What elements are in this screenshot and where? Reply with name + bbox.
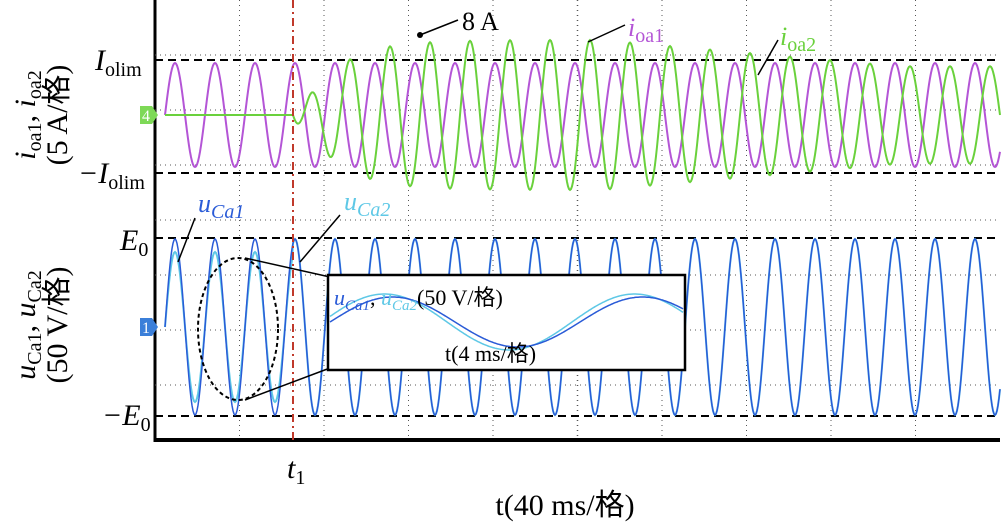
legend-label: uCa1: [198, 189, 244, 223]
level-main: E: [119, 224, 138, 257]
y-label-part: u: [9, 365, 42, 380]
inset-part: Ca1: [345, 298, 370, 314]
legend-sub: Ca1: [211, 201, 244, 223]
level-sub: olim: [105, 59, 142, 81]
legend-sub: oa1: [635, 25, 664, 47]
level-sub: 0: [138, 239, 148, 261]
event-sub: 1: [295, 467, 305, 489]
zoom-ellipse: [197, 257, 279, 401]
zoom-line: [244, 367, 331, 401]
legend-main: i: [628, 13, 635, 42]
level-main: −E: [102, 399, 141, 432]
legend-sub: Ca2: [357, 199, 390, 221]
legend-label: uCa2: [344, 187, 390, 221]
channel-marker: [140, 318, 158, 336]
level-label: −Iolim: [78, 157, 145, 194]
legend-label: ioa2: [780, 22, 816, 56]
level-label: E0: [119, 224, 148, 261]
y-axis-label: uCa1, uCa2 (50 V/格): [9, 267, 74, 384]
inset-part: Ca2: [392, 298, 418, 314]
y-label-part: Ca2: [24, 270, 46, 302]
inset: [326, 273, 687, 372]
level-sub: olim: [108, 172, 145, 194]
y-label-part: ,: [9, 318, 42, 333]
peak-note: 8 A: [462, 7, 499, 36]
x-axis-label: t(40 ms/格): [495, 489, 634, 522]
y-label-part: Ca1: [24, 333, 46, 365]
inset-part: ,: [370, 285, 381, 310]
level-main: I: [94, 44, 107, 77]
level-main: −I: [78, 157, 110, 190]
level-label: Iolim: [94, 44, 142, 81]
y-label-part: ,: [9, 108, 42, 123]
channel-number: 1: [142, 320, 150, 337]
event-label: t1: [287, 452, 305, 489]
channel-marker: [140, 106, 158, 124]
y-label-part: oa2: [24, 70, 46, 99]
leader-line: [757, 39, 779, 76]
y-label-line: uCa1, uCa2: [9, 270, 46, 379]
leader-line: [177, 217, 196, 263]
inset-part: u: [334, 285, 345, 310]
legend-main: u: [198, 189, 211, 218]
leader-line: [587, 24, 626, 43]
y-label-unit: (50 V/格): [41, 267, 74, 384]
inset-time: t(4 ms/格): [445, 341, 536, 366]
channel-number: 4: [142, 108, 150, 125]
inset-part: (50 V/格): [417, 285, 503, 310]
waveform: [329, 296, 684, 348]
inset-label: uCa1, uCa2(50 V/格): [334, 285, 503, 314]
grid: [155, 0, 1000, 440]
y-axis-label: ioa1, ioa2 (5 A/格): [9, 65, 74, 166]
legend-sub: oa2: [787, 34, 816, 56]
level-label: −E0: [102, 399, 151, 436]
inset-waveforms: [329, 293, 684, 351]
legend-main: u: [344, 187, 357, 216]
waveform: [329, 293, 684, 351]
leader-line: [299, 214, 341, 263]
inset-part: u: [381, 285, 392, 310]
leader-dot: [417, 32, 423, 38]
legend-label: ioa1: [628, 13, 664, 47]
waveform: [165, 38, 1001, 192]
legend-main: i: [780, 22, 787, 51]
scope-screen: [153, 0, 1001, 442]
event-main: t: [287, 452, 296, 485]
y-label-part: oa1: [24, 123, 46, 152]
leader-line: [419, 19, 459, 36]
y-label-unit: (5 A/格): [41, 65, 74, 166]
zoom-line: [244, 257, 331, 278]
y-label-part: i: [9, 151, 42, 159]
y-label-line: ioa1, ioa2: [9, 70, 46, 159]
y-label-part: i: [9, 99, 42, 107]
level-sub: 0: [141, 414, 151, 436]
y-label-part: u: [9, 303, 42, 318]
